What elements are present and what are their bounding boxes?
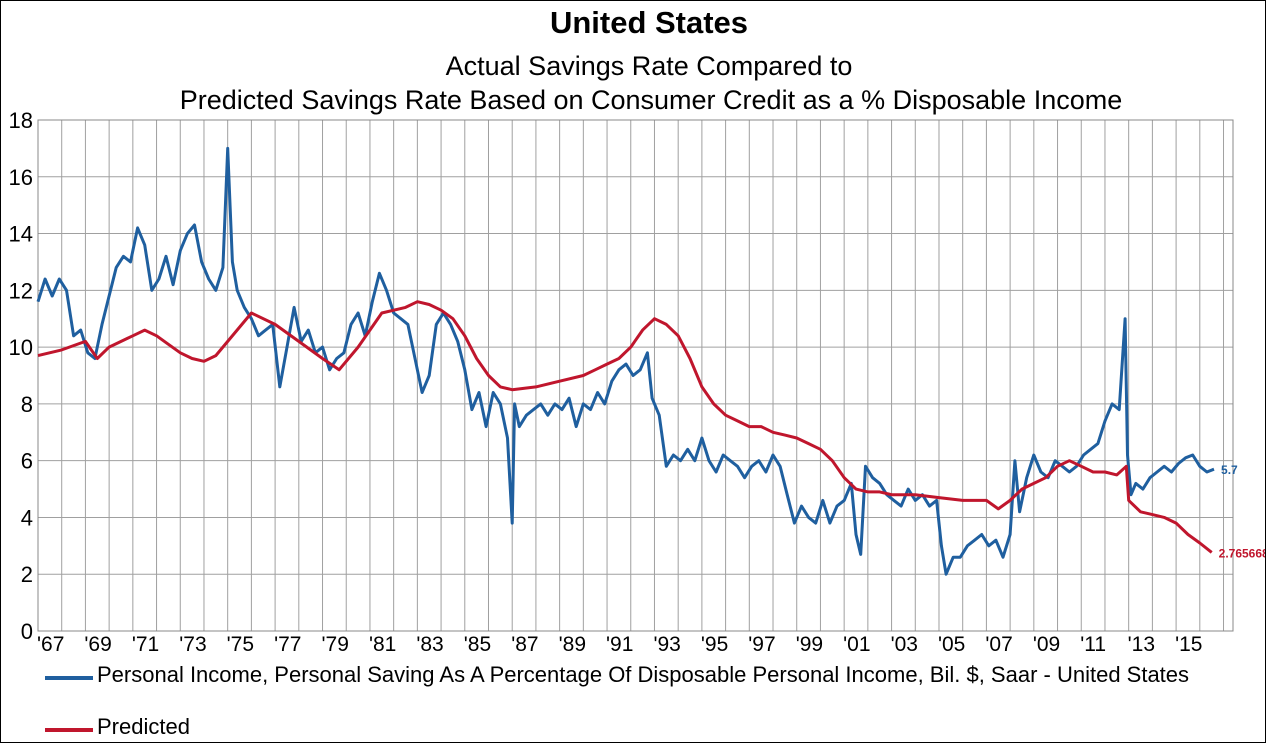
x-tick-label: '91 — [606, 633, 633, 656]
series-line-predicted — [37, 300, 1213, 554]
x-tick-label: '95 — [701, 633, 728, 656]
x-tick-label: '93 — [653, 633, 680, 656]
x-tick-label: '85 — [464, 633, 491, 656]
x-tick-label: '89 — [559, 633, 586, 656]
y-tick-label: 14 — [9, 222, 33, 247]
legend-label-predicted: Predicted — [97, 714, 190, 739]
x-tick-label: '81 — [369, 633, 396, 656]
plot-area-border — [37, 119, 1234, 632]
y-tick-label: 8 — [21, 392, 33, 417]
x-tick-label: '07 — [985, 633, 1012, 656]
legend-swatch-predicted — [45, 728, 93, 732]
chart-title: United States — [549, 5, 749, 40]
y-tick-label: 12 — [9, 278, 33, 303]
x-tick-label: '83 — [416, 633, 443, 656]
x-tick-label: '13 — [1128, 633, 1155, 656]
chart-subtitle-line-1: Actual Savings Rate Compared to — [445, 51, 853, 81]
x-tick-label: '05 — [938, 633, 965, 656]
x-tick-label: '97 — [748, 633, 775, 656]
y-tick-label: 16 — [9, 165, 33, 190]
x-tick-label: '11 — [1080, 633, 1106, 656]
legend-label-actual: Personal Income, Personal Saving As A Pe… — [97, 662, 1190, 687]
end-label-predicted: 2.765668631 — [1219, 546, 1265, 560]
series-line-actual — [36, 146, 1215, 576]
x-tick-label: '03 — [891, 633, 918, 656]
y-tick-label: 2 — [21, 562, 33, 587]
x-tick-label: '99 — [796, 633, 823, 656]
x-tick-label: '09 — [1033, 633, 1060, 656]
y-tick-label: 0 — [21, 619, 33, 644]
y-tick-label: 10 — [9, 335, 33, 360]
x-tick-label: '01 — [843, 633, 870, 656]
x-tick-label: '73 — [179, 633, 206, 656]
chart-subtitle-line-2: Predicted Savings Rate Based on Consumer… — [179, 85, 1123, 115]
legend-swatch-actual — [45, 676, 93, 680]
y-tick-label: 4 — [21, 505, 33, 530]
y-tick-label: 18 — [9, 108, 33, 133]
end-label-actual: 5.7 — [1221, 463, 1238, 477]
x-tick-label: '15 — [1175, 633, 1202, 656]
y-tick-label: 6 — [21, 449, 33, 474]
x-tick-label: '87 — [511, 633, 538, 656]
x-tick-label: '77 — [274, 633, 301, 656]
x-tick-label: '75 — [227, 633, 254, 656]
x-tick-label: '79 — [322, 633, 349, 656]
x-tick-label: '69 — [84, 633, 111, 656]
x-tick-label: '67 — [37, 633, 64, 656]
x-tick-label: '71 — [132, 633, 159, 656]
